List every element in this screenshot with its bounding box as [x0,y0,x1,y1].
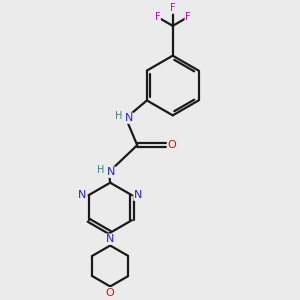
Text: O: O [106,288,115,298]
Text: H: H [115,112,122,122]
Text: N: N [107,167,115,177]
Text: F: F [185,12,191,22]
Text: F: F [155,12,160,22]
Text: H: H [98,166,105,176]
Text: N: N [106,234,114,244]
Text: F: F [170,3,176,13]
Text: N: N [78,190,86,200]
Text: N: N [134,190,142,200]
Text: O: O [167,140,176,150]
Text: N: N [124,113,133,123]
